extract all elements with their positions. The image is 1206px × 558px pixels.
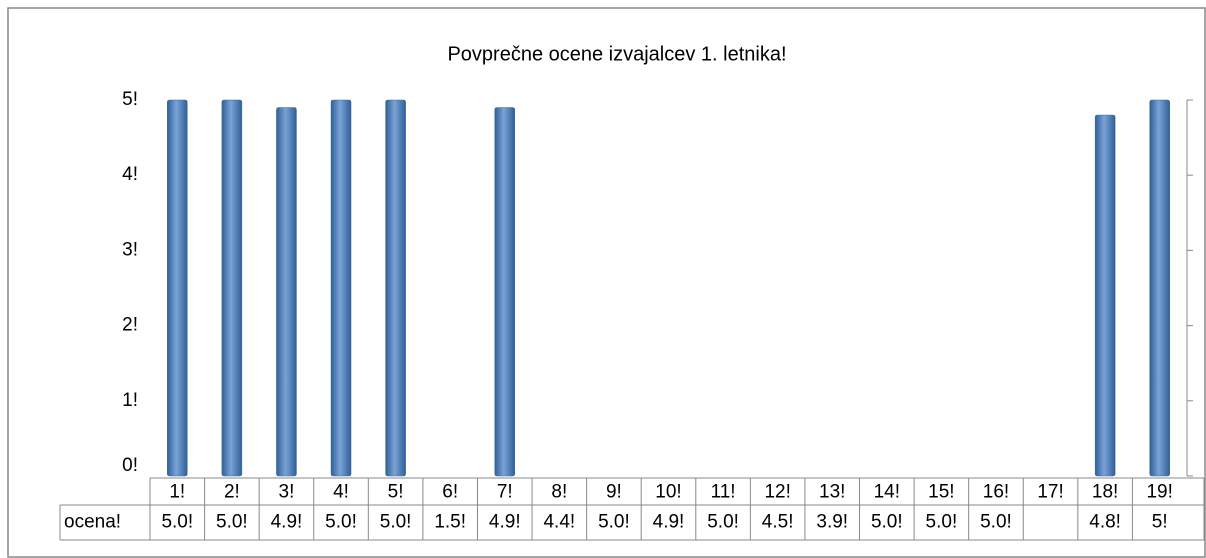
table-cell: 5! bbox=[1152, 512, 1168, 533]
table-cell: 4.8! bbox=[1089, 512, 1121, 533]
table-cell: 5.0! bbox=[980, 512, 1012, 533]
table-cell: 4.4! bbox=[543, 512, 575, 533]
y-tick-label: 0! bbox=[122, 455, 138, 476]
x-tick-label: 11! bbox=[711, 482, 736, 503]
x-tick-label: 6! bbox=[442, 482, 458, 503]
table-cell: 3.9! bbox=[816, 512, 848, 533]
y-tick-label: 2! bbox=[122, 315, 138, 336]
x-tick-label: 10! bbox=[655, 482, 681, 503]
bar bbox=[330, 99, 352, 477]
chart-border bbox=[7, 7, 1206, 558]
x-tick-label: 5! bbox=[388, 482, 404, 503]
table-cell: 5.0! bbox=[216, 512, 248, 533]
table-cell: 4.9! bbox=[489, 512, 521, 533]
table-cell: 5.0! bbox=[380, 512, 412, 533]
x-tick-label: 9! bbox=[606, 482, 622, 503]
x-tick-label: 4! bbox=[333, 482, 349, 503]
y-tick-label: 5! bbox=[122, 89, 138, 110]
x-tick-label: 16! bbox=[983, 482, 1009, 503]
bar bbox=[167, 99, 188, 477]
x-tick-label: 13! bbox=[819, 482, 845, 503]
x-tick-label: 14! bbox=[874, 482, 900, 503]
table-cell: 5.0! bbox=[707, 512, 739, 533]
table-row-label: ocena! bbox=[64, 512, 121, 533]
table-cell: 5.0! bbox=[161, 512, 193, 533]
y-tick-label: 3! bbox=[122, 239, 138, 260]
y-tick-label: 1! bbox=[122, 390, 138, 411]
bar bbox=[1149, 99, 1170, 477]
table-cell: 4.9! bbox=[271, 512, 303, 533]
chart-title: Povprečne ocene izvajalcev 1. letnika! bbox=[447, 43, 786, 65]
table-cell: 4.5! bbox=[762, 512, 794, 533]
x-tick-label: 12! bbox=[764, 482, 790, 503]
x-tick-label: 1! bbox=[169, 482, 185, 503]
x-tick-label: 15! bbox=[928, 482, 954, 503]
table-cell: 1.5! bbox=[434, 512, 466, 533]
table-cell: 5.0! bbox=[871, 512, 903, 533]
bar bbox=[1094, 114, 1116, 477]
x-tick-label: 7! bbox=[497, 482, 513, 503]
bar bbox=[221, 99, 243, 477]
table-cell: 4.9! bbox=[653, 512, 685, 533]
x-tick-label: 19! bbox=[1146, 482, 1172, 503]
table-cell: 5.0! bbox=[926, 512, 958, 533]
bar bbox=[276, 107, 297, 477]
x-tick-label: 3! bbox=[279, 482, 295, 503]
table-cell: 5.0! bbox=[598, 512, 630, 533]
x-tick-label: 2! bbox=[224, 482, 240, 503]
bar bbox=[494, 107, 516, 477]
x-tick-label: 8! bbox=[551, 482, 567, 503]
table-cell: 5.0! bbox=[325, 512, 357, 533]
bar bbox=[385, 99, 406, 477]
x-tick-label: 18! bbox=[1092, 482, 1118, 503]
x-tick-label: 17! bbox=[1037, 482, 1063, 503]
y-tick-label: 4! bbox=[122, 164, 138, 185]
